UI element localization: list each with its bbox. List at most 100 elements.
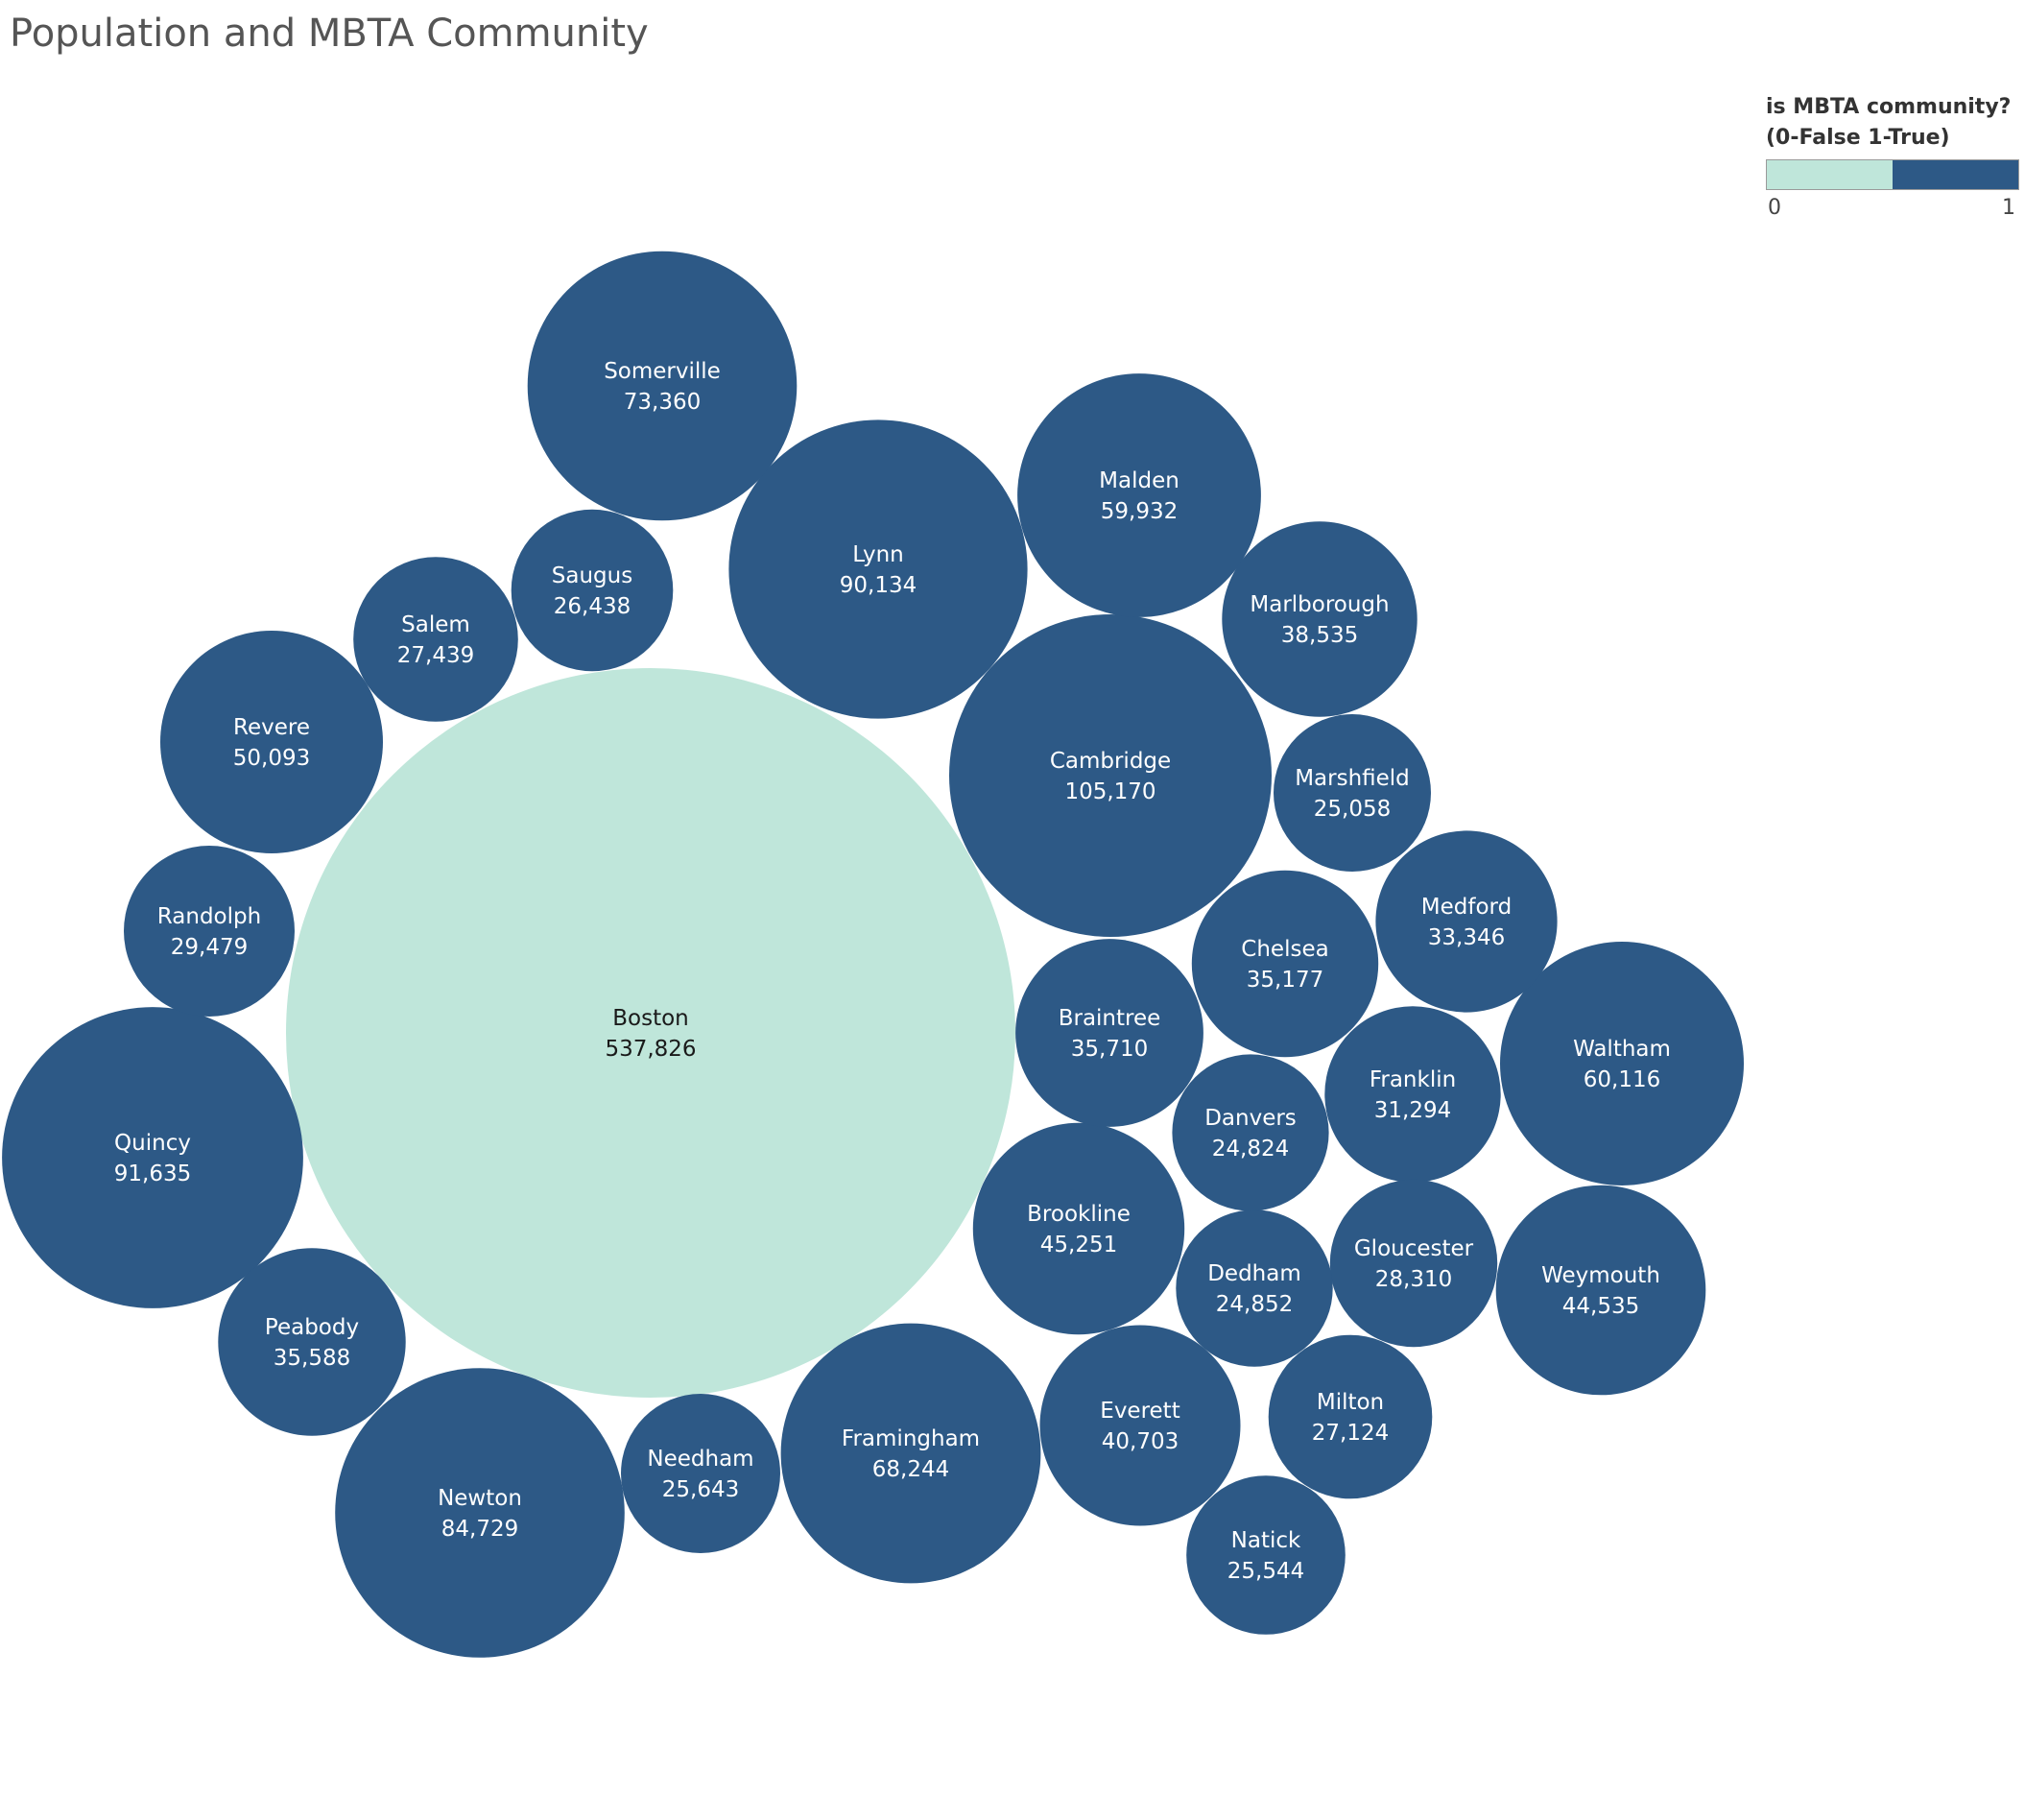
legend-max-label: 1 bbox=[2002, 196, 2015, 220]
bubble-name-marshfield: Marshfield bbox=[1295, 766, 1410, 791]
bubble-name-brookline: Brookline bbox=[1027, 1202, 1131, 1227]
bubble-name-natick: Natick bbox=[1231, 1528, 1301, 1553]
bubble-weymouth[interactable]: Weymouth 44,535 bbox=[1495, 1185, 1706, 1396]
bubble-dedham[interactable]: Dedham 24,852 bbox=[1176, 1209, 1333, 1367]
bubble-circle-danvers[interactable] bbox=[1172, 1054, 1329, 1211]
bubble-circle-newton[interactable] bbox=[335, 1368, 625, 1658]
bubble-revere[interactable]: Revere 50,093 bbox=[160, 631, 383, 853]
bubble-framingham[interactable]: Framingham 68,244 bbox=[780, 1323, 1041, 1584]
bubble-name-medford: Medford bbox=[1421, 895, 1512, 920]
bubble-quincy[interactable]: Quincy 91,635 bbox=[2, 1007, 303, 1308]
bubble-value-marshfield: 25,058 bbox=[1314, 797, 1391, 822]
bubble-name-salem: Salem bbox=[401, 612, 470, 637]
bubble-circle-boston[interactable] bbox=[286, 668, 1015, 1398]
bubble-value-randolph: 29,479 bbox=[171, 935, 248, 960]
bubble-name-everett: Everett bbox=[1100, 1399, 1179, 1424]
bubble-value-danvers: 24,824 bbox=[1212, 1137, 1289, 1161]
bubble-circle-dedham[interactable] bbox=[1176, 1209, 1333, 1367]
bubble-boston[interactable]: Boston 537,826 bbox=[286, 668, 1015, 1398]
bubble-name-dedham: Dedham bbox=[1207, 1261, 1301, 1286]
bubble-name-franklin: Franklin bbox=[1370, 1067, 1456, 1092]
bubble-circle-weymouth[interactable] bbox=[1495, 1185, 1706, 1396]
bubble-circle-natick[interactable] bbox=[1186, 1475, 1346, 1635]
bubble-circle-malden[interactable] bbox=[1017, 373, 1261, 617]
bubble-name-randolph: Randolph bbox=[157, 904, 261, 929]
bubble-marlborough[interactable]: Marlborough 38,535 bbox=[1222, 521, 1418, 717]
color-legend: is MBTA community? (0-False 1-True) 0 1 bbox=[1766, 92, 2019, 223]
bubble-value-framingham: 68,244 bbox=[872, 1457, 949, 1482]
bubble-natick[interactable]: Natick 25,544 bbox=[1186, 1475, 1346, 1635]
bubble-value-franklin: 31,294 bbox=[1374, 1098, 1451, 1123]
bubble-danvers[interactable]: Danvers 24,824 bbox=[1172, 1054, 1329, 1211]
bubble-circle-brookline[interactable] bbox=[972, 1122, 1185, 1335]
bubble-circle-cambridge[interactable] bbox=[949, 614, 1272, 937]
bubble-name-marlborough: Marlborough bbox=[1250, 592, 1389, 617]
bubble-value-boston: 537,826 bbox=[605, 1037, 696, 1062]
bubble-brookline[interactable]: Brookline 45,251 bbox=[972, 1122, 1185, 1335]
bubble-malden[interactable]: Malden 59,932 bbox=[1017, 373, 1261, 617]
bubble-name-malden: Malden bbox=[1099, 468, 1179, 493]
bubble-cambridge[interactable]: Cambridge 105,170 bbox=[949, 614, 1272, 937]
bubble-saugus[interactable]: Saugus 26,438 bbox=[511, 509, 674, 672]
bubble-value-milton: 27,124 bbox=[1312, 1421, 1389, 1446]
bubble-name-saugus: Saugus bbox=[552, 563, 632, 588]
bubble-circle-waltham[interactable] bbox=[1500, 942, 1744, 1185]
bubble-name-milton: Milton bbox=[1317, 1390, 1384, 1415]
bubble-circle-lynn[interactable] bbox=[728, 419, 1028, 719]
bubble-marshfield[interactable]: Marshfield 25,058 bbox=[1274, 714, 1431, 872]
bubble-value-salem: 27,439 bbox=[397, 643, 474, 668]
bubble-value-lynn: 90,134 bbox=[840, 573, 917, 598]
bubble-needham[interactable]: Needham 25,643 bbox=[621, 1394, 780, 1553]
bubble-randolph[interactable]: Randolph 29,479 bbox=[124, 846, 295, 1017]
bubble-somerville[interactable]: Somerville 73,360 bbox=[527, 251, 798, 521]
bubble-circle-salem[interactable] bbox=[353, 557, 518, 722]
bubble-circle-saugus[interactable] bbox=[511, 509, 674, 672]
bubble-circle-revere[interactable] bbox=[160, 631, 383, 853]
bubble-value-weymouth: 44,535 bbox=[1562, 1294, 1639, 1319]
bubble-name-lynn: Lynn bbox=[852, 542, 903, 567]
bubble-value-dedham: 24,852 bbox=[1216, 1292, 1293, 1317]
bubble-value-waltham: 60,116 bbox=[1584, 1067, 1660, 1092]
bubble-value-braintree: 35,710 bbox=[1071, 1037, 1148, 1062]
bubble-peabody[interactable]: Peabody 35,588 bbox=[218, 1248, 406, 1436]
bubble-newton[interactable]: Newton 84,729 bbox=[335, 1368, 625, 1658]
bubble-lynn[interactable]: Lynn 90,134 bbox=[728, 419, 1028, 719]
bubble-waltham[interactable]: Waltham 60,116 bbox=[1500, 942, 1744, 1185]
bubble-name-danvers: Danvers bbox=[1204, 1106, 1297, 1131]
bubble-circle-milton[interactable] bbox=[1268, 1334, 1433, 1499]
bubble-everett[interactable]: Everett 40,703 bbox=[1039, 1325, 1241, 1526]
bubble-circle-medford[interactable] bbox=[1375, 830, 1558, 1013]
bubble-value-peabody: 35,588 bbox=[274, 1346, 350, 1371]
bubble-circle-marlborough[interactable] bbox=[1222, 521, 1418, 717]
bubble-circle-gloucester[interactable] bbox=[1329, 1179, 1498, 1348]
bubble-circle-needham[interactable] bbox=[621, 1394, 780, 1553]
bubble-salem[interactable]: Salem 27,439 bbox=[353, 557, 518, 722]
legend-min-label: 0 bbox=[1768, 196, 1781, 220]
bubble-circle-marshfield[interactable] bbox=[1274, 714, 1431, 872]
bubble-circle-chelsea[interactable] bbox=[1191, 870, 1379, 1058]
legend-swatch-true bbox=[1893, 160, 2018, 189]
bubble-franklin[interactable]: Franklin 31,294 bbox=[1324, 1006, 1501, 1183]
bubble-medford[interactable]: Medford 33,346 bbox=[1375, 830, 1558, 1013]
bubble-value-medford: 33,346 bbox=[1428, 925, 1505, 950]
bubble-circle-peabody[interactable] bbox=[218, 1248, 406, 1436]
bubble-name-peabody: Peabody bbox=[265, 1315, 359, 1340]
bubble-name-framingham: Framingham bbox=[842, 1426, 980, 1451]
bubble-milton[interactable]: Milton 27,124 bbox=[1268, 1334, 1433, 1499]
bubble-circle-franklin[interactable] bbox=[1324, 1006, 1501, 1183]
bubble-circle-everett[interactable] bbox=[1039, 1325, 1241, 1526]
bubble-circle-quincy[interactable] bbox=[2, 1007, 303, 1308]
bubble-circle-somerville[interactable] bbox=[527, 251, 798, 521]
bubble-circle-braintree[interactable] bbox=[1015, 939, 1203, 1127]
bubble-value-everett: 40,703 bbox=[1102, 1429, 1179, 1454]
bubble-gloucester[interactable]: Gloucester 28,310 bbox=[1329, 1179, 1498, 1348]
bubble-name-revere: Revere bbox=[233, 715, 310, 740]
bubble-value-gloucester: 28,310 bbox=[1375, 1267, 1452, 1292]
bubble-name-cambridge: Cambridge bbox=[1050, 749, 1171, 774]
chart-title: Population and MBTA Community bbox=[10, 12, 649, 56]
bubble-braintree[interactable]: Braintree 35,710 bbox=[1015, 939, 1203, 1127]
bubble-chelsea[interactable]: Chelsea 35,177 bbox=[1191, 870, 1379, 1058]
bubble-circle-randolph[interactable] bbox=[124, 846, 295, 1017]
bubble-circle-framingham[interactable] bbox=[780, 1323, 1041, 1584]
